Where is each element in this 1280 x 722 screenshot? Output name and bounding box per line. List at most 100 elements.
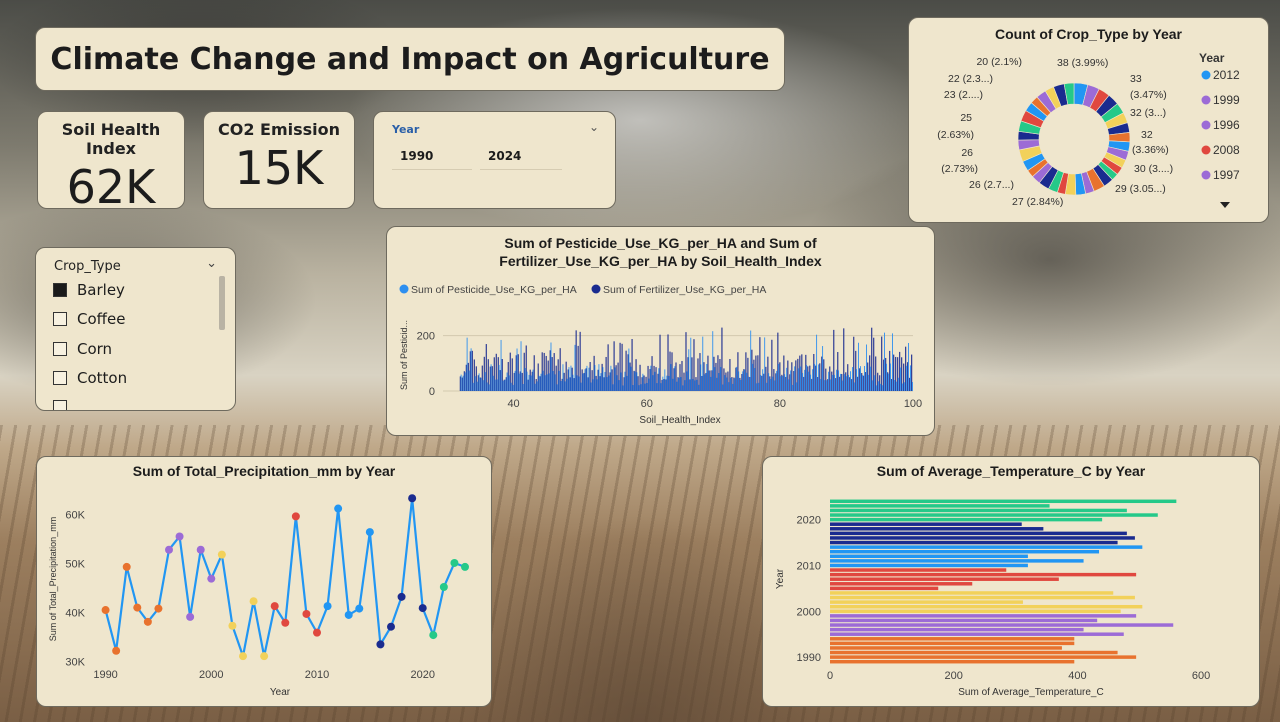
temperature-chart-panel: Sum of Average_Temperature_C by Year 199… — [762, 456, 1260, 707]
donut-slice-label: 32 (3...) — [1130, 107, 1166, 119]
temperature-bar — [830, 600, 1023, 604]
checkbox-icon[interactable] — [53, 342, 67, 356]
legend-entry: 1997 — [1213, 168, 1240, 182]
checkbox-icon[interactable] — [53, 400, 67, 410]
data-point — [429, 631, 438, 640]
soil-health-label: Soil Health Index — [61, 120, 161, 158]
y-tick-label: 200 — [417, 331, 435, 343]
pesticide-chart-panel: Sum of Pesticide_Use_KG_per_HA and Sum o… — [386, 226, 935, 436]
crop-item-coffee[interactable]: Coffee — [53, 308, 125, 330]
temperature-bar — [830, 504, 1050, 508]
donut-chart-title: Count of Crop_Type by Year — [995, 26, 1182, 42]
data-point — [302, 609, 311, 618]
x-axis-label: Year — [270, 687, 291, 698]
temperature-bar — [830, 554, 1028, 559]
donut-slice-label: 20 (2.1%) — [976, 56, 1022, 68]
temperature-bar — [830, 637, 1075, 641]
pesticide-chart-title: Sum of Pesticide_Use_KG_per_HA and Sum o… — [387, 234, 934, 270]
donut-slice-label: 33 — [1130, 73, 1142, 85]
legend-entry: 1996 — [1213, 118, 1240, 132]
temperature-bar — [830, 513, 1158, 517]
year-to-input[interactable]: 2024 — [480, 142, 562, 170]
co2-emission-card[interactable]: CO2 Emission 15K — [203, 111, 355, 209]
data-point — [281, 618, 290, 627]
data-point — [450, 558, 459, 567]
donut-slice-label: 30 (3....) — [1134, 163, 1173, 175]
data-point — [101, 606, 110, 615]
checkbox-icon[interactable] — [53, 312, 67, 326]
checkbox-icon[interactable] — [53, 371, 67, 385]
scrollbar[interactable] — [219, 276, 225, 330]
y-tick-label: 30K — [65, 657, 85, 669]
data-point — [376, 640, 385, 649]
data-point — [270, 602, 279, 611]
temperature-bar — [830, 545, 1143, 549]
legend-marker — [1201, 120, 1211, 130]
data-point — [439, 583, 448, 592]
report-title: Climate Change and Impact on Agriculture — [50, 42, 770, 77]
temperature-bar — [830, 508, 1127, 513]
data-point — [291, 512, 300, 521]
crop-item-label: Corn — [77, 340, 113, 358]
data-point — [249, 597, 258, 606]
crop-item-cotton[interactable]: Cotton — [53, 367, 127, 389]
data-point — [387, 622, 395, 631]
pesticide-title-line-2: Fertilizer_Use_KG_per_HA by Soil_Health_… — [499, 253, 822, 269]
x-tick-label: 2000 — [199, 669, 223, 681]
y-axis-label: Sum of Total_Precipitation_mm — [48, 517, 58, 641]
donut-slice-label: 27 (2.84%) — [1012, 196, 1063, 208]
temperature-bar — [830, 609, 1121, 614]
crop-item-label: Coffee — [77, 310, 126, 328]
y-tick-label: 2010 — [797, 560, 821, 572]
soil-health-card[interactable]: Soil Health Index 62K — [37, 111, 185, 214]
year-slicer[interactable]: Year ⌄ 1990 2024 — [373, 111, 616, 209]
legend-entry: 1999 — [1213, 93, 1240, 107]
crop-item-label: Cotton — [77, 369, 128, 387]
data-point — [175, 532, 184, 541]
crop-item-partial[interactable] — [53, 396, 77, 410]
temperature-bar — [830, 604, 1143, 609]
year-from-input[interactable]: 1990 — [392, 142, 472, 170]
chevron-down-icon[interactable]: ⌄ — [588, 120, 599, 134]
legend-entry: Sum of Fertilizer_Use_KG_per_HA — [603, 284, 766, 296]
chevron-down-icon[interactable]: ⌄ — [206, 256, 217, 271]
legend-marker — [1201, 95, 1211, 105]
temperature-bar — [830, 623, 1174, 627]
x-tick-label: 0 — [827, 670, 833, 682]
legend-marker — [1201, 145, 1211, 155]
x-axis-label: Sum of Average_Temperature_C — [958, 687, 1103, 698]
data-point — [112, 646, 121, 655]
x-tick-label: 400 — [1068, 670, 1086, 682]
crop-type-slicer[interactable]: Crop_Type ⌄ Barley Coffee Corn Cotton — [35, 247, 236, 411]
temperature-bar — [830, 632, 1124, 636]
data-point — [365, 528, 374, 537]
donut-slice-label: (3.47%) — [1130, 89, 1167, 101]
checkbox-icon[interactable] — [53, 283, 67, 297]
data-point — [260, 652, 269, 661]
temperature-bar — [830, 517, 1103, 522]
y-tick-label: 50K — [65, 558, 85, 570]
data-point — [344, 610, 353, 619]
x-tick-label: 600 — [1192, 670, 1210, 682]
data-point — [122, 562, 131, 571]
y-tick-label: 0 — [429, 386, 435, 398]
temperature-bar — [830, 614, 1137, 618]
temperature-bar — [830, 641, 1075, 646]
donut-slice-label: 32 — [1141, 129, 1153, 141]
precipitation-chart: 30K 40K 50K 60K 1990 2000 2010 2020 Year Sum of T… — [48, 494, 469, 698]
data-point — [418, 604, 427, 613]
crop-item-barley[interactable]: Barley — [53, 279, 125, 301]
soil-health-value: 62K — [66, 160, 156, 214]
donut-slice-label: (2.73%) — [941, 163, 978, 175]
temperature-bar — [830, 577, 1059, 581]
crop-item-corn[interactable]: Corn — [53, 338, 112, 360]
co2-emission-value: 15K — [234, 141, 324, 195]
temperature-bar — [830, 586, 939, 591]
donut-slice-label: 22 (2.3...) — [948, 73, 993, 85]
data-point — [355, 604, 364, 613]
legend-entry: Sum of Pesticide_Use_KG_per_HA — [411, 284, 577, 296]
legend-marker — [399, 284, 409, 294]
temperature-bar — [830, 527, 1044, 531]
data-point — [461, 562, 469, 571]
legend-marker — [1201, 170, 1211, 180]
